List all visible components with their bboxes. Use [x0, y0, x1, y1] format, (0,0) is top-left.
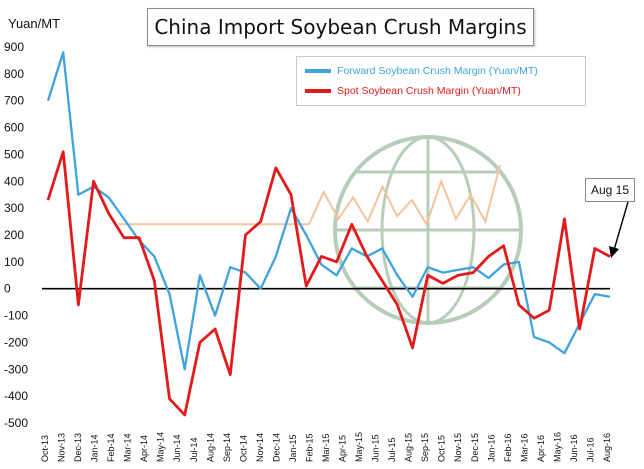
x-tick-label: Mar-15 [321, 433, 331, 462]
annotation-arrow-shaft [613, 201, 629, 251]
x-tick-label: Mar-16 [519, 433, 529, 462]
y-tick-label: 400 [4, 174, 24, 188]
x-tick-label: Jun-16 [569, 434, 579, 462]
legend-label-forward: Forward Soybean Crush Margin (Yuan/MT) [337, 65, 538, 77]
y-tick-label: -500 [4, 416, 28, 430]
x-tick-label: Jul-16 [585, 437, 595, 462]
x-tick-label: May-14 [156, 432, 166, 462]
x-tick-label: Oct-14 [238, 435, 248, 462]
x-tick-label: Aug-14 [205, 433, 215, 462]
x-tick-labels: Oct-13 Nov-13 Dec-13 Jan-14 Feb-14 Mar-14 Apr-… [40, 432, 612, 462]
y-tick-label: -300 [4, 362, 28, 376]
x-tick-label: Jan-14 [90, 434, 100, 462]
x-tick-label: Jun-15 [371, 434, 381, 462]
y-tick-label: 700 [4, 94, 24, 108]
y-tick-label: -200 [4, 335, 28, 349]
watermark-line [118, 164, 501, 227]
x-tick-label: Jun-14 [172, 434, 182, 462]
y-tick-label: 800 [4, 67, 24, 81]
x-tick-label: Feb-15 [304, 433, 314, 462]
y-tick-label: -100 [4, 309, 28, 323]
series-line-spot [46, 150, 611, 417]
legend-item-forward: Forward Soybean Crush Margin (Yuan/MT) [305, 62, 538, 80]
x-tick-label: Aug-16 [602, 433, 612, 462]
x-tick-label: May-16 [552, 432, 562, 462]
x-tick-label: Dec-15 [470, 433, 480, 462]
annotation-arrow-head [609, 246, 619, 258]
x-tick-label: May-15 [354, 432, 364, 462]
legend-swatch-forward [305, 69, 331, 73]
legend-item-spot: Spot Soybean Crush Margin (Yuan/MT) [305, 82, 521, 100]
x-tick-label: Dec-13 [73, 433, 83, 462]
annotation-arrow [609, 201, 629, 258]
x-tick-label: Jul-14 [189, 437, 199, 462]
x-tick-label: Oct-15 [437, 435, 447, 462]
series-lines [46, 51, 611, 417]
x-tick-label: Mar-14 [123, 433, 133, 462]
globe-watermark [333, 135, 523, 325]
chart-title: China Import Soybean Crush Margins [147, 8, 534, 46]
x-tick-label: Nov-14 [255, 433, 265, 462]
y-tick-label: 500 [4, 147, 24, 161]
x-tick-label: Nov-15 [453, 433, 463, 462]
y-tick-label: 900 [4, 40, 24, 54]
y-tick-label: 600 [4, 121, 24, 135]
chart-title-text: China Import Soybean Crush Margins [154, 15, 527, 39]
x-tick-label: Apr-15 [338, 435, 348, 462]
x-tick-label: Oct-13 [40, 435, 50, 462]
y-tick-label: 100 [4, 255, 24, 269]
watermark-polyline [118, 164, 501, 227]
x-tick-label: Nov-13 [57, 433, 67, 462]
x-tick-label: Feb-14 [106, 433, 116, 462]
y-tick-label: 0 [4, 282, 11, 296]
y-tick-labels: 900 800 700 600 500 400 300 200 100 0 -100 -200 -300… [4, 40, 28, 430]
x-tick-label: Jul-15 [387, 437, 397, 462]
x-tick-label: Jan-16 [486, 434, 496, 462]
x-tick-label: Apr-16 [536, 435, 546, 462]
y-axis-unit-label: Yuan/MT [8, 16, 61, 31]
annotation-text: Aug 15 [590, 183, 630, 197]
x-tick-label: Sep-14 [222, 433, 232, 462]
legend-swatch-spot [305, 89, 331, 93]
x-tick-label: Dec-14 [271, 433, 281, 462]
legend-label-spot: Spot Soybean Crush Margin (Yuan/MT) [337, 85, 521, 97]
x-tick-label: Feb-16 [503, 433, 513, 462]
y-tick-label: -400 [4, 389, 28, 403]
x-tick-label: Jan-15 [288, 434, 298, 462]
legend: Forward Soybean Crush Margin (Yuan/MT) S… [296, 56, 586, 106]
x-tick-label: Apr-14 [139, 435, 149, 462]
y-tick-label: 200 [4, 228, 24, 242]
x-tick-label: Sep-15 [420, 433, 430, 462]
annotation-label: Aug 15 [585, 178, 635, 202]
y-tick-label: 300 [4, 201, 24, 215]
x-tick-label: Aug-15 [404, 433, 414, 462]
